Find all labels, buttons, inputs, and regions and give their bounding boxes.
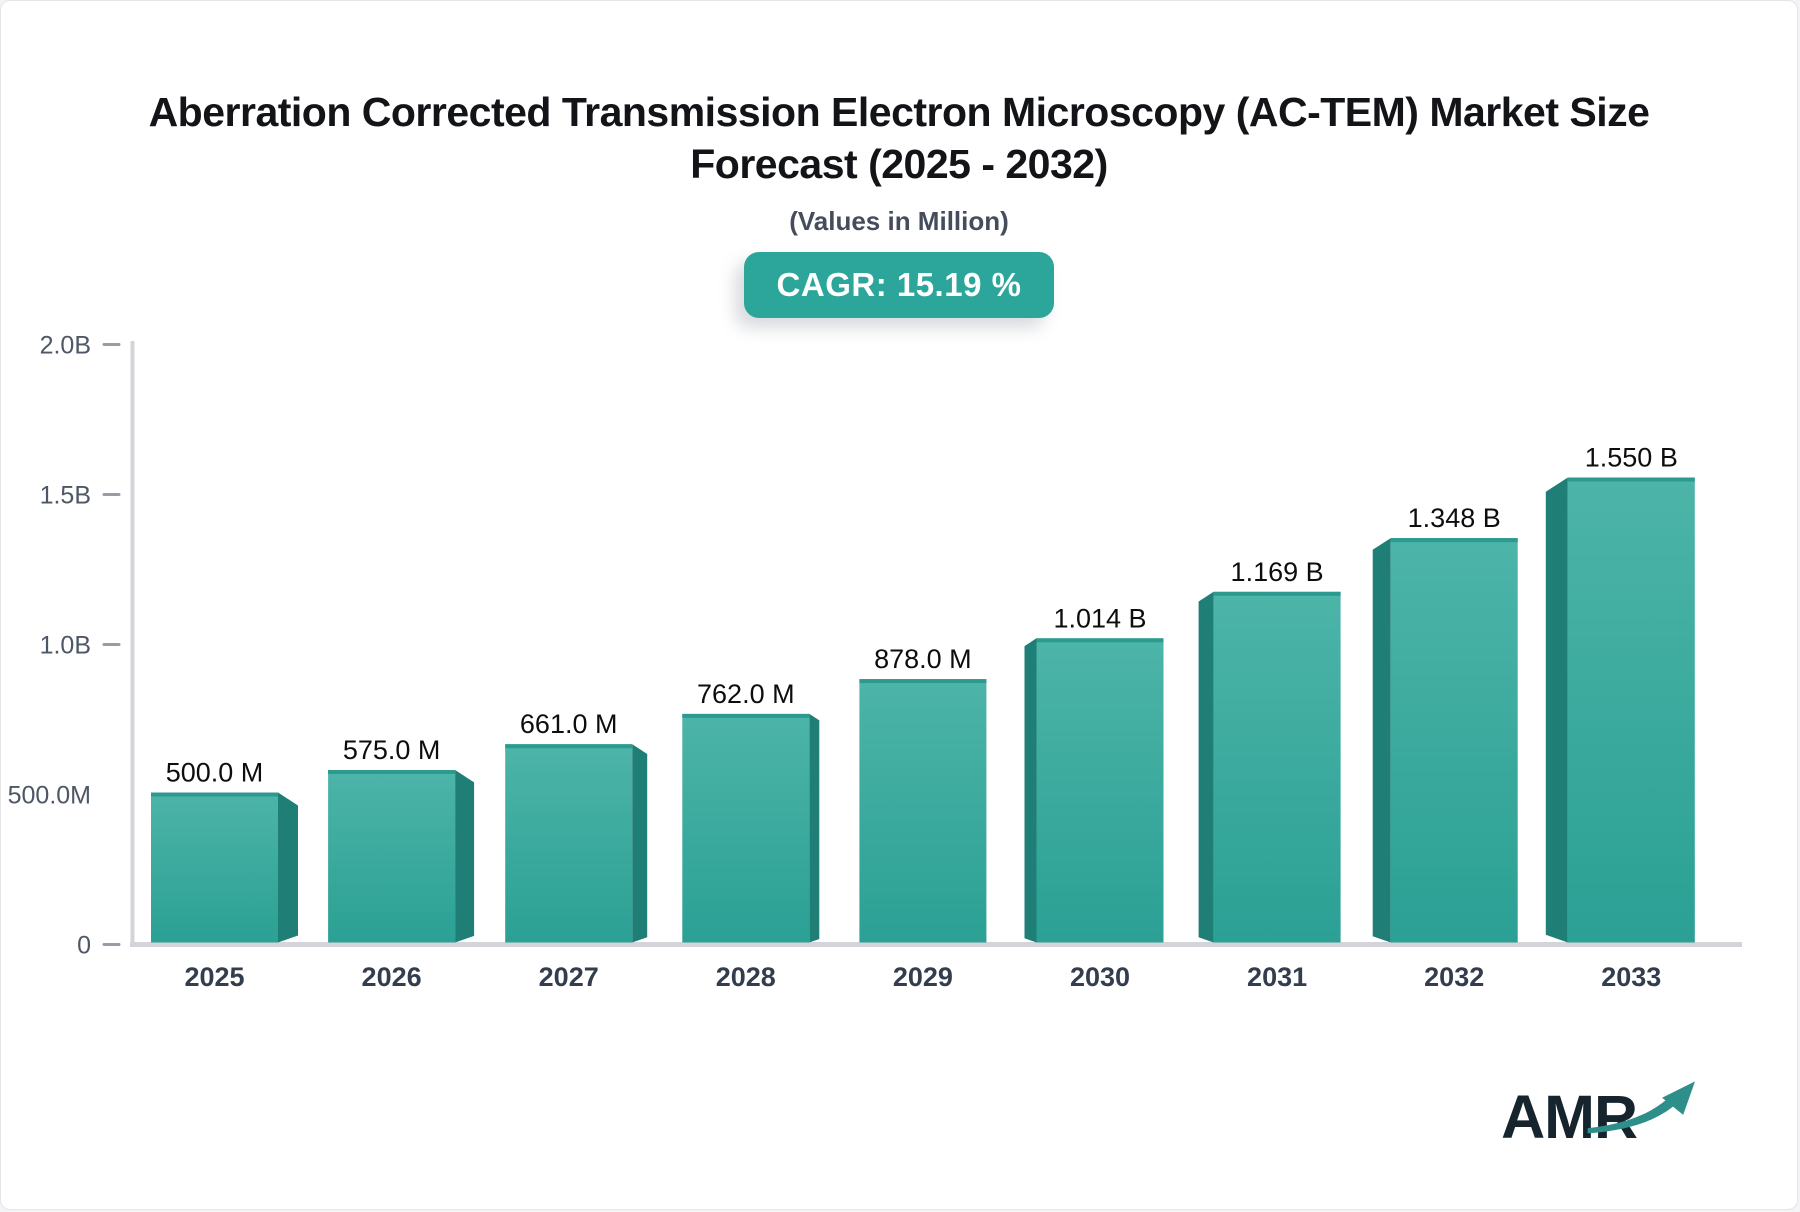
bar-front-face xyxy=(1390,538,1518,943)
bar-front-face xyxy=(151,792,278,943)
bar-value-label: 1.348 B xyxy=(1408,503,1501,533)
bar-side-face xyxy=(1545,477,1568,943)
bar-top-edge xyxy=(1567,477,1695,482)
bar-value-label: 1.169 B xyxy=(1231,557,1324,587)
bar-group-2026: 575.0 M 2026 xyxy=(328,735,475,992)
x-axis-label: 2033 xyxy=(1601,962,1661,992)
y-tick-label: 500.0M xyxy=(8,782,91,810)
x-axis-label: 2026 xyxy=(362,962,422,992)
bar-front-face xyxy=(682,713,810,943)
amr-logo-text: AMR xyxy=(1501,1082,1638,1151)
x-axis-label: 2029 xyxy=(893,962,953,992)
bar-top-edge xyxy=(1390,538,1518,543)
bar-front-face xyxy=(1036,638,1164,943)
logo-arrow-icon xyxy=(1587,1081,1696,1134)
bar-group-2025: 500.0 M 2025 xyxy=(151,758,298,992)
bar-value-label: 1.014 B xyxy=(1053,603,1146,633)
bar-front-face xyxy=(505,744,633,943)
bar-top-edge xyxy=(151,792,278,797)
bar-top-edge xyxy=(505,744,633,749)
bar-value-label: 575.0 M xyxy=(343,735,441,765)
bar-front-face xyxy=(859,679,987,943)
bar-top-edge xyxy=(682,713,810,718)
bar-side-face xyxy=(278,792,298,943)
y-tick-label: 2.0B xyxy=(40,332,91,360)
bar-value-label: 661.0 M xyxy=(520,709,618,739)
bar-side-face xyxy=(632,744,648,943)
bar-side-face xyxy=(455,770,475,943)
bar-side-face xyxy=(1198,591,1214,943)
bar-top-edge xyxy=(1036,638,1164,643)
y-tick-label: 1.5B xyxy=(40,482,91,510)
bar-group-2032: 1.348 B 2032 xyxy=(1372,503,1518,992)
y-tick-label: 1.0B xyxy=(40,632,91,660)
bar-group-2028: 762.0 M 2028 xyxy=(682,679,820,992)
bar-side-face xyxy=(1024,638,1037,943)
x-axis-label: 2031 xyxy=(1247,962,1307,992)
bar-value-label: 878.0 M xyxy=(874,644,972,674)
bar-top-edge xyxy=(1213,591,1341,596)
bar-group-2031: 1.169 B 2031 xyxy=(1198,557,1341,992)
bar-front-face xyxy=(1213,591,1341,943)
bar-front-face xyxy=(1567,477,1695,943)
y-tick-label: 0 xyxy=(77,932,91,960)
bar-value-label: 762.0 M xyxy=(697,679,795,709)
bar-group-2027: 661.0 M 2027 xyxy=(505,709,648,992)
bar-top-edge xyxy=(328,770,456,774)
chart-subtitle: (Values in Million) xyxy=(789,206,1009,237)
bar-group-2033: 1.550 B 2033 xyxy=(1545,443,1695,992)
cagr-badge: CAGR: 15.19 % xyxy=(743,252,1055,319)
axes xyxy=(130,341,1742,947)
bar-value-label: 1.550 B xyxy=(1585,443,1678,473)
bar-top-edge xyxy=(859,679,987,684)
x-axis-label: 2028 xyxy=(716,962,776,992)
bar-side-face xyxy=(809,713,820,943)
chart-title-line1: Aberration Corrected Transmission Electr… xyxy=(148,89,1650,135)
x-axis-label: 2030 xyxy=(1070,962,1130,992)
bar-front-face xyxy=(328,770,456,943)
amr-logo: AMR xyxy=(1501,1079,1697,1155)
chart-title-line2: Forecast (2025 - 2032) xyxy=(690,140,1108,187)
x-axis-label: 2032 xyxy=(1424,962,1484,992)
bar-group-2030: 1.014 B 2030 xyxy=(1024,603,1164,992)
chart-header: Aberration Corrected Transmission Electr… xyxy=(1,87,1797,319)
chart-title: Aberration Corrected Transmission Electr… xyxy=(1,87,1797,190)
bar-side-face xyxy=(1372,538,1391,943)
x-axis-label: 2027 xyxy=(539,962,599,992)
bar-value-label: 500.0 M xyxy=(166,758,264,788)
bar-group-2029: 878.0 M 2029 xyxy=(859,644,987,992)
x-axis-label: 2025 xyxy=(184,962,244,992)
